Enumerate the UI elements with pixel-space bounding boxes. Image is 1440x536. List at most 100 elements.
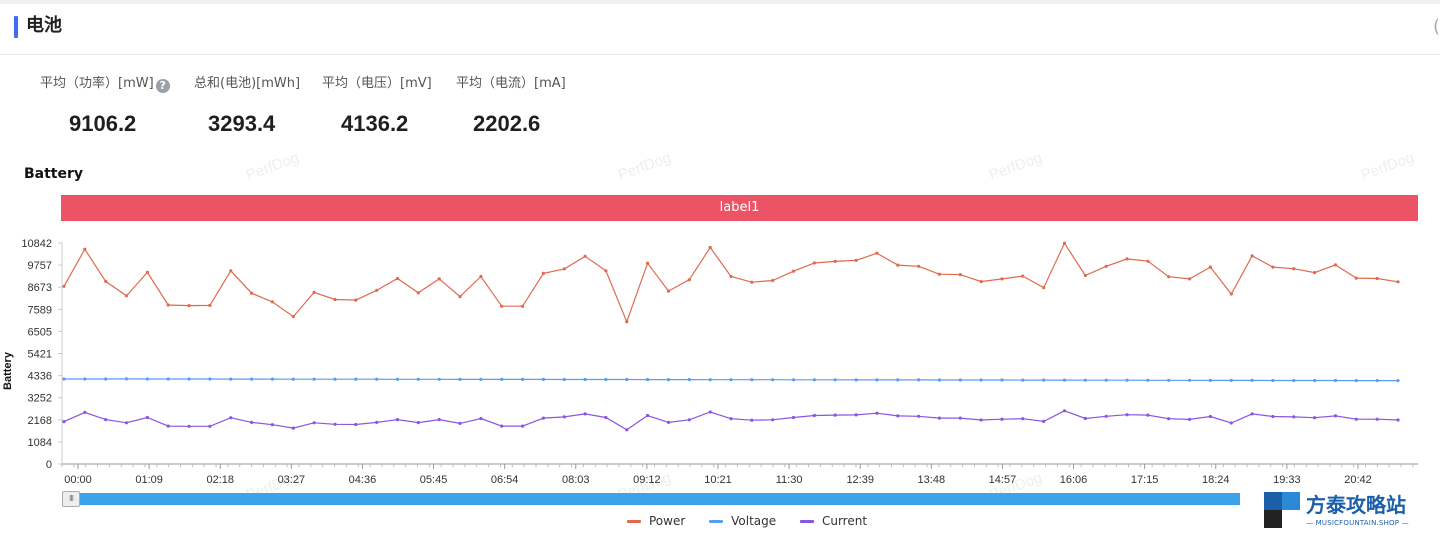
stat-label: 总和(电池)[mWh] — [194, 76, 301, 91]
data-point — [604, 269, 608, 273]
data-point — [1333, 263, 1338, 267]
series-line-power — [63, 241, 1399, 324]
data-point — [625, 377, 629, 382]
data-point — [604, 415, 608, 420]
data-point — [62, 377, 66, 381]
data-point — [666, 289, 671, 293]
data-point — [250, 291, 254, 295]
data-point — [1271, 265, 1275, 269]
data-point — [979, 418, 983, 422]
data-point — [1292, 415, 1296, 419]
data-point — [395, 377, 400, 381]
data-point — [666, 420, 671, 424]
data-point — [1208, 265, 1212, 269]
data-point — [979, 280, 983, 284]
data-point — [521, 304, 525, 308]
data-point — [937, 378, 942, 382]
data-point — [666, 378, 671, 382]
data-point — [1188, 378, 1192, 382]
data-point — [604, 377, 608, 382]
x-tick-label: 03:27 — [278, 474, 306, 486]
data-point — [437, 277, 441, 281]
data-point — [729, 417, 733, 421]
y-tick-label: 3252 — [28, 393, 52, 405]
data-point — [333, 377, 337, 381]
data-point — [583, 412, 587, 416]
stat-avg-voltage: 平均（电压）[mV] 4136.2 — [322, 74, 432, 138]
data-point — [1375, 379, 1379, 383]
data-point — [1375, 276, 1379, 281]
data-point — [1125, 378, 1129, 382]
data-point — [1083, 273, 1087, 278]
data-point — [1125, 413, 1129, 417]
data-point — [291, 426, 295, 430]
data-point — [1167, 417, 1171, 421]
legend-swatch — [709, 520, 724, 523]
y-tick-label: 1084 — [28, 437, 52, 449]
title-accent-bar — [14, 16, 18, 38]
data-point — [270, 300, 274, 304]
data-point — [458, 295, 462, 299]
legend-item-power[interactable]: Power — [627, 514, 685, 528]
help-icon[interactable]: ? — [155, 79, 170, 93]
data-point — [1000, 277, 1004, 281]
data-point — [1125, 257, 1129, 261]
data-point — [708, 378, 712, 382]
data-point — [312, 421, 316, 425]
data-point — [729, 378, 733, 382]
zoom-slider-track[interactable] — [78, 493, 1240, 505]
data-point — [1188, 417, 1192, 421]
data-point — [771, 278, 775, 283]
data-point — [416, 291, 420, 295]
data-point — [1083, 378, 1087, 382]
data-point — [291, 377, 295, 381]
data-point — [104, 377, 108, 381]
data-point — [541, 416, 546, 420]
legend-item-current[interactable]: Current — [799, 514, 868, 528]
data-point — [958, 416, 962, 420]
label-bar[interactable]: label1 — [61, 195, 1418, 221]
data-point — [83, 410, 87, 414]
data-point — [875, 411, 879, 415]
stat-label: 平均（功率）[mW] — [40, 76, 154, 91]
data-point — [1271, 414, 1275, 419]
data-point — [1229, 378, 1233, 382]
data-point — [1167, 275, 1171, 279]
data-point — [62, 420, 66, 424]
data-point — [479, 416, 483, 421]
data-point — [896, 414, 900, 418]
data-point — [1354, 417, 1358, 421]
legend-item-voltage[interactable]: Voltage — [709, 514, 776, 528]
data-point — [791, 269, 796, 273]
data-point — [625, 320, 629, 324]
data-point — [937, 416, 942, 420]
data-point — [104, 418, 108, 422]
data-point — [1375, 417, 1379, 421]
legend-swatch — [627, 520, 641, 523]
stat-total-battery: 总和(电池)[mWh] 3293.4 — [194, 74, 300, 138]
data-point — [1188, 277, 1192, 281]
data-point — [1354, 276, 1358, 280]
legend-label: Current — [821, 514, 868, 528]
data-point — [354, 298, 358, 302]
data-point — [375, 377, 379, 381]
stat-label: 平均（电压）[mV] — [322, 76, 432, 91]
data-point — [1083, 416, 1087, 421]
x-tick-label: 17:15 — [1131, 474, 1159, 486]
zoom-slider-handle[interactable]: III — [62, 491, 80, 507]
y-tick-label: 8673 — [28, 282, 52, 294]
x-tick-label: 08:03 — [562, 474, 590, 486]
data-point — [1208, 414, 1212, 419]
y-tick-label: 9757 — [28, 260, 52, 272]
data-point — [583, 254, 587, 258]
data-point — [395, 418, 400, 422]
data-point — [1021, 378, 1025, 382]
data-point — [1062, 378, 1067, 382]
data-point — [1104, 414, 1108, 418]
y-tick-label: 10842 — [21, 238, 52, 250]
data-point — [1271, 378, 1275, 383]
x-tick-label: 16:06 — [1060, 474, 1088, 486]
data-point — [1042, 378, 1046, 382]
x-tick-label: 13:48 — [918, 474, 946, 486]
